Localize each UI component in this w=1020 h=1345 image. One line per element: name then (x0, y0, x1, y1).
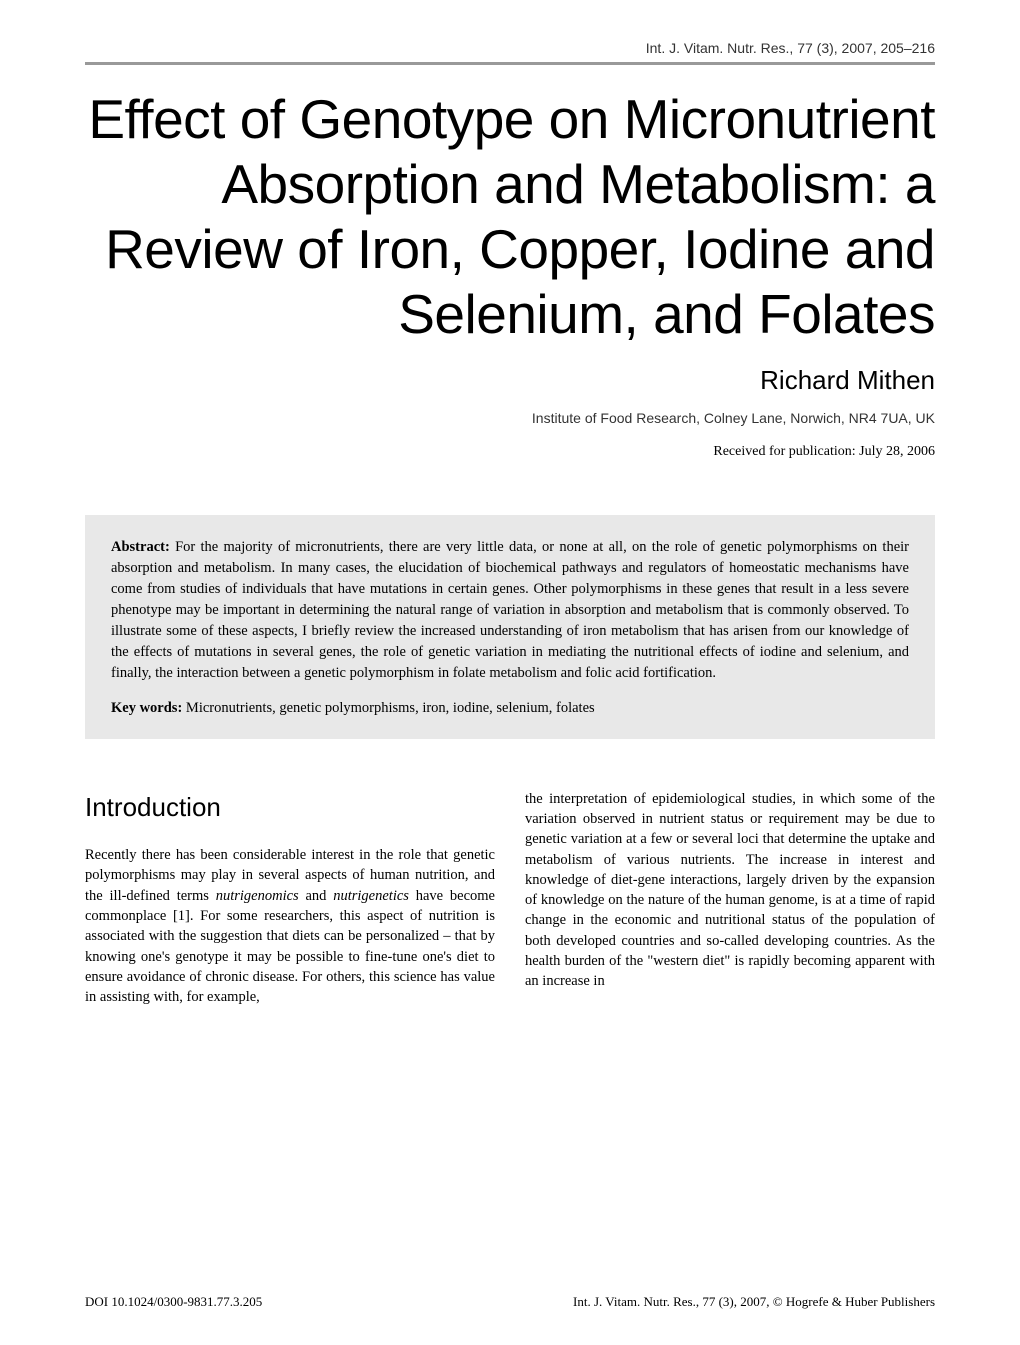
intro-paragraph-right: the interpretation of epidemiological st… (525, 789, 935, 992)
author-affiliation: Institute of Food Research, Colney Lane,… (85, 410, 935, 426)
copyright: Int. J. Vitam. Nutr. Res., 77 (3), 2007,… (573, 1294, 935, 1310)
left-column: Introduction Recently there has been con… (85, 789, 495, 1008)
body-columns: Introduction Recently there has been con… (85, 789, 935, 1008)
keywords-text: Micronutrients, genetic polymorphisms, i… (186, 700, 595, 716)
italic-term: nutrigenetics (333, 888, 409, 904)
doi: DOI 10.1024/0300-9831.77.3.205 (85, 1294, 262, 1310)
journal-reference: Int. J. Vitam. Nutr. Res., 77 (3), 2007,… (85, 40, 935, 56)
article-title: Effect of Genotype on Micronutrient Abso… (85, 87, 935, 347)
page-footer: DOI 10.1024/0300-9831.77.3.205 Int. J. V… (85, 1294, 935, 1310)
right-column: the interpretation of epidemiological st… (525, 789, 935, 1008)
keywords-label: Key words: (111, 700, 182, 716)
section-heading-introduction: Introduction (85, 789, 495, 825)
header-rule (85, 62, 935, 65)
abstract-box: Abstract: For the majority of micronutri… (85, 515, 935, 739)
keywords-line: Key words: Micronutrients, genetic polym… (111, 700, 909, 717)
abstract-paragraph: Abstract: For the majority of micronutri… (111, 537, 909, 684)
abstract-body: For the majority of micronutrients, ther… (111, 539, 909, 681)
italic-term: nutrigenomics (216, 888, 299, 904)
abstract-label: Abstract: (111, 539, 170, 555)
text-run: have become commonplace [1]. For some re… (85, 888, 495, 1005)
text-run: and (299, 888, 334, 904)
author-name: Richard Mithen (85, 365, 935, 396)
received-date: Received for publication: July 28, 2006 (85, 444, 935, 460)
intro-paragraph-left: Recently there has been considerable int… (85, 845, 495, 1007)
